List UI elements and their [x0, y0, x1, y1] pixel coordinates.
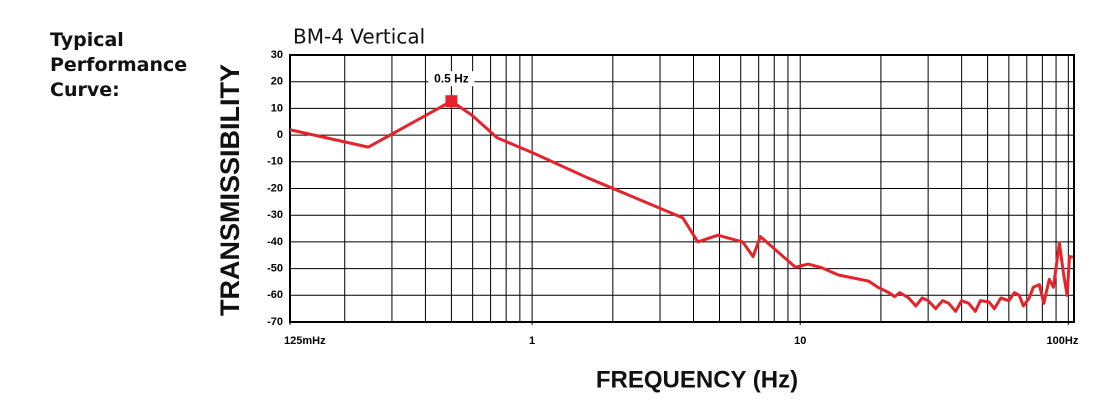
x-tick-label: 125mHz: [284, 335, 326, 347]
annotation: 0.5 Hz: [434, 71, 469, 85]
y-tick-label: -50: [267, 263, 283, 275]
y-tick-label: 20: [271, 76, 283, 88]
y-tick-label: -30: [267, 209, 283, 221]
peak-marker: [445, 95, 458, 108]
x-tick-label: 1: [529, 335, 535, 347]
y-tick-label: 30: [271, 49, 283, 61]
y-tick-label: -60: [267, 289, 283, 301]
data-line: [289, 99, 1074, 313]
y-tick-label: -20: [267, 182, 283, 194]
y-tick-label: -70: [267, 316, 283, 328]
x-axis-label: FREQUENCY (Hz): [596, 366, 798, 393]
x-tick-label: 10: [794, 335, 806, 347]
y-tick-label: 0: [277, 129, 283, 141]
plot-frame: [289, 54, 1075, 323]
y-tick-label: -40: [267, 236, 283, 248]
y-tick-label: 10: [271, 102, 283, 114]
x-tick-label: 100Hz: [1047, 335, 1079, 347]
y-tick-label: -10: [267, 156, 283, 168]
y-axis-label: TRANSMISSIBILITY: [215, 64, 245, 316]
side-label: Typical Performance Curve:: [50, 29, 188, 101]
chart-title: BM-4 Vertical: [293, 25, 425, 49]
annotation-box: [428, 71, 475, 87]
